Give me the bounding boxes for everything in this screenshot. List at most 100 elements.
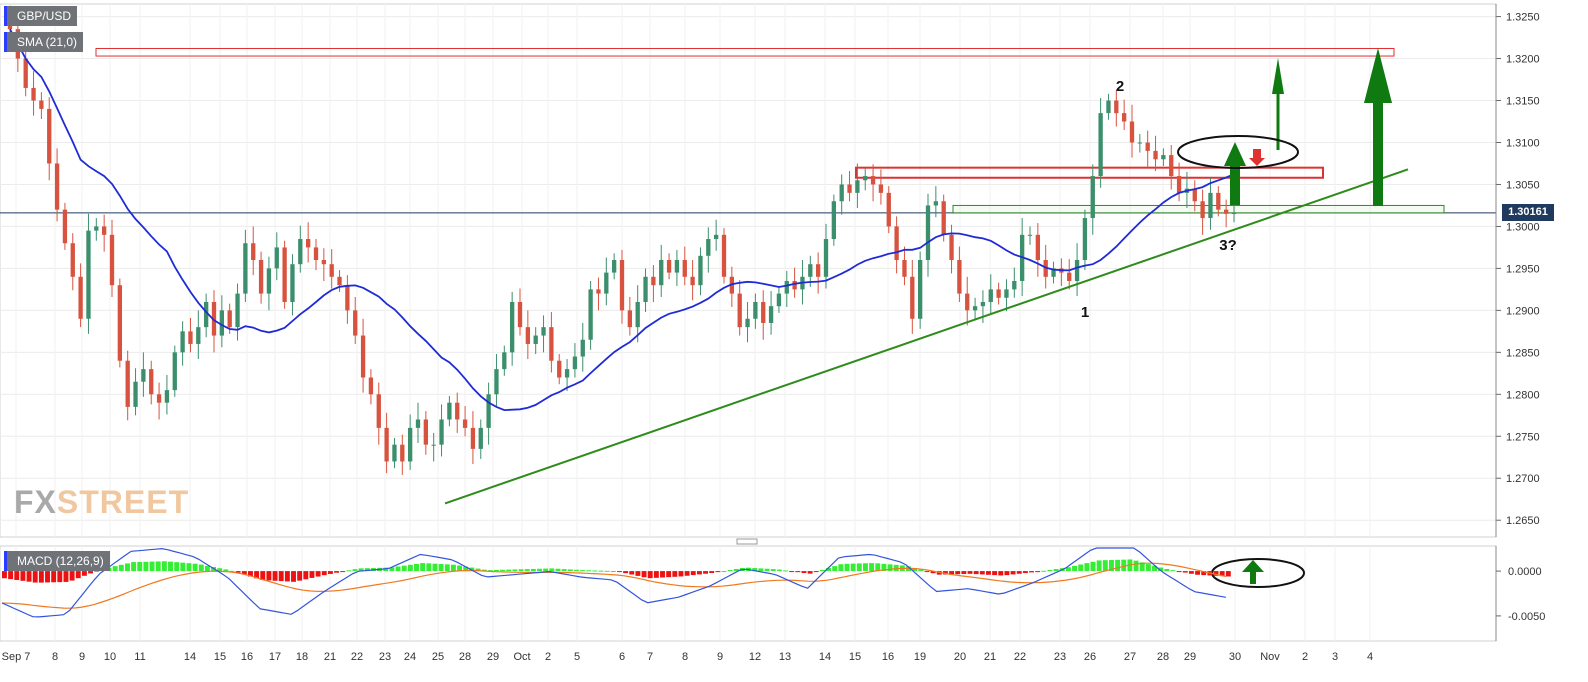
macd-histogram-bar (1213, 571, 1219, 576)
candle-body (1153, 150, 1158, 160)
candle-body (894, 226, 899, 261)
macd-histogram-bar (1090, 561, 1096, 572)
candle-body (674, 260, 680, 273)
macd-histogram-bar (961, 571, 967, 574)
time-tick-label: 4 (1367, 651, 1373, 663)
macd-histogram-bar (1102, 560, 1108, 572)
macd-histogram-bar (653, 571, 659, 578)
macd-histogram-bar (758, 568, 764, 572)
macd-histogram-bar (887, 564, 893, 572)
price-tick-label: 1.3100 (1506, 137, 1540, 149)
macd-histogram-bar (733, 568, 739, 572)
macd-histogram-bar (2, 571, 7, 579)
time-tick-label: 23 (379, 651, 391, 663)
macd-histogram-bar (241, 571, 247, 575)
macd-histogram-bar (752, 568, 758, 572)
macd-histogram-bar (346, 570, 352, 572)
macd-histogram-bar (789, 571, 795, 573)
macd-histogram-bar (20, 571, 26, 581)
candle-body (572, 356, 578, 370)
macd-histogram-bar (297, 571, 303, 581)
candle-body (972, 306, 978, 311)
macd-histogram-bar (561, 569, 567, 572)
candle-body (965, 293, 970, 311)
macd-histogram-bar (481, 569, 487, 572)
macd-histogram-bar (174, 562, 180, 572)
candle-body (1145, 142, 1150, 151)
macd-histogram-bar (672, 571, 678, 577)
candle-body (933, 201, 939, 206)
candle-body (447, 402, 452, 420)
candle-body (525, 327, 531, 344)
macd-histogram-bar (727, 570, 733, 572)
time-tick-label: 21 (984, 651, 996, 663)
candle-body (1074, 260, 1080, 281)
time-tick-label: 3 (1332, 651, 1338, 663)
watermark-part1: FX (14, 484, 57, 520)
candle-body (400, 444, 405, 462)
macd-histogram-bar (703, 571, 709, 574)
price-tick-label: 1.2650 (1506, 515, 1540, 527)
macd-histogram-bar (592, 570, 598, 572)
candle-body (549, 327, 554, 361)
macd-histogram-bar (930, 571, 936, 574)
candle-body (737, 293, 742, 328)
macd-histogram-bar (1139, 562, 1145, 572)
macd-histogram-bar (506, 569, 512, 572)
macd-histogram-bar (303, 571, 309, 580)
large-up-arrow-head (1364, 48, 1392, 103)
time-tick-label: 25 (432, 651, 444, 663)
candle-body (251, 243, 256, 261)
candle-body (604, 272, 609, 294)
price-tick-label: 1.2750 (1506, 431, 1540, 443)
macd-histogram-bar (88, 571, 94, 574)
macd-histogram-bar (512, 569, 518, 572)
macd-histogram-bar (168, 561, 173, 572)
macd-histogram-bar (1078, 564, 1084, 572)
candle-body (1012, 280, 1017, 290)
macd-histogram-bar (1195, 571, 1201, 575)
time-tick-label: 24 (404, 651, 416, 663)
macd-histogram-bar (912, 568, 918, 572)
macd-panel (1, 547, 1231, 618)
macd-histogram-bar (530, 568, 536, 572)
down-arrow-head (1249, 158, 1265, 166)
candle-body (768, 306, 774, 323)
macd-histogram-bar (537, 568, 542, 572)
macd-histogram-bar (248, 571, 253, 577)
mid-up-arrow-head (1224, 142, 1246, 166)
macd-histogram-bar (420, 563, 426, 572)
candle-body (353, 310, 358, 336)
time-tick-label: 26 (1084, 651, 1096, 663)
macd-histogram-bar (580, 570, 586, 572)
time-tick-label: Sep 7 (2, 651, 31, 663)
macd-histogram-bar (500, 569, 506, 572)
macd-histogram-bar (524, 569, 530, 572)
highlight-ellipse (1177, 135, 1299, 169)
macd-histogram-bar (45, 571, 50, 583)
candle-body (651, 276, 656, 286)
candle-body (180, 331, 185, 353)
time-tick-label: Oct (513, 651, 530, 663)
macd-histogram-bar (838, 564, 844, 572)
macd-histogram-bar (487, 570, 493, 572)
price-tick-label: 1.2800 (1506, 389, 1540, 401)
candle-body (721, 234, 727, 277)
candle-body (23, 58, 28, 88)
macd-histogram-bar (327, 571, 333, 574)
macd-histogram-bar (1053, 569, 1059, 572)
time-tick-label: 14 (819, 651, 831, 663)
macd-histogram-bar (543, 568, 549, 572)
candle-body (258, 260, 264, 294)
macd-histogram-bar (198, 564, 204, 572)
candle-body (588, 289, 593, 340)
candle-body (698, 255, 703, 286)
macd-histogram-bar (813, 571, 819, 573)
macd-histogram-bar (1225, 571, 1231, 577)
candle-body (761, 301, 766, 323)
macd-histogram-bar (1145, 564, 1151, 572)
time-tick-label: 29 (487, 651, 499, 663)
macd-histogram-bar (549, 568, 555, 572)
candle-body (1223, 209, 1229, 214)
